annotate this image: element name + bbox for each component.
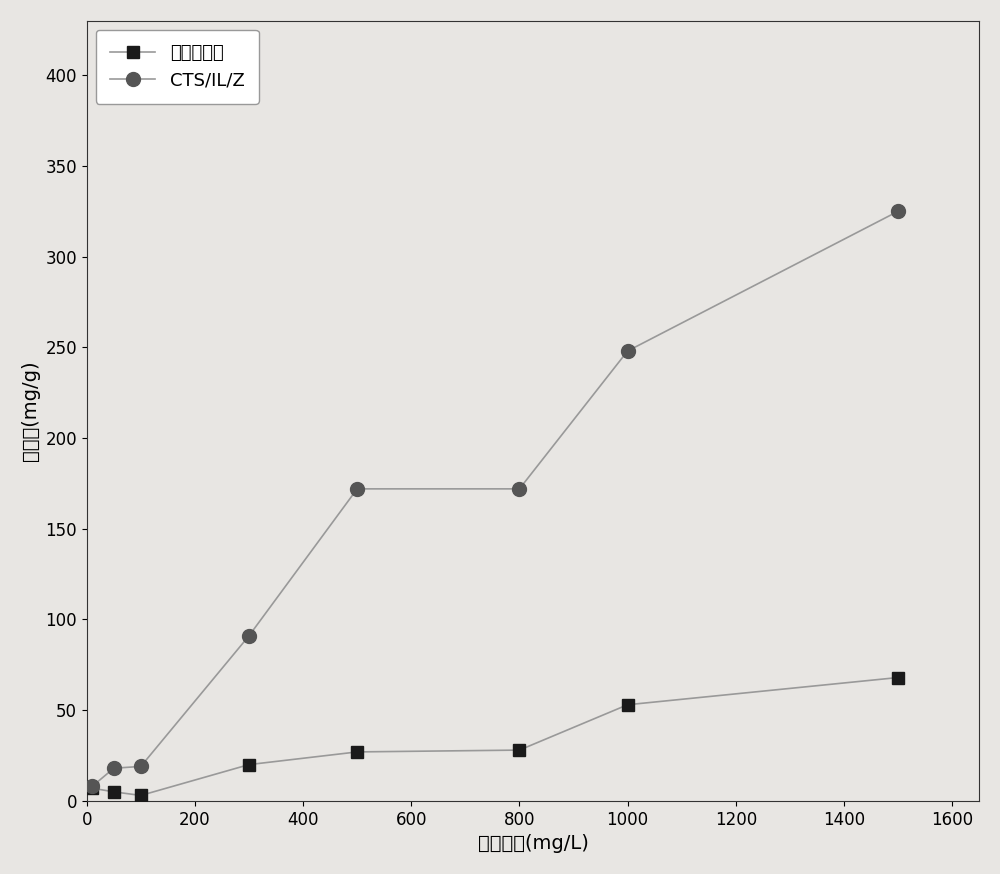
未改性沸石 xyxy=(513,745,525,755)
Line: CTS/IL/Z: CTS/IL/Z xyxy=(85,205,905,794)
未改性沸石 xyxy=(135,790,147,801)
未改性沸石 xyxy=(243,760,255,770)
CTS/IL/Z xyxy=(892,206,904,217)
CTS/IL/Z xyxy=(108,763,120,773)
未改性沸石 xyxy=(86,783,98,794)
Y-axis label: 吸附量(mg/g): 吸附量(mg/g) xyxy=(21,361,40,461)
Legend: 未改性沸石, CTS/IL/Z: 未改性沸石, CTS/IL/Z xyxy=(96,30,259,104)
未改性沸石 xyxy=(351,746,363,757)
未改性沸石 xyxy=(892,672,904,683)
CTS/IL/Z xyxy=(243,630,255,641)
未改性沸石 xyxy=(108,787,120,797)
CTS/IL/Z xyxy=(86,781,98,792)
CTS/IL/Z xyxy=(622,346,634,357)
CTS/IL/Z xyxy=(135,761,147,772)
Line: 未改性沸石: 未改性沸石 xyxy=(86,671,904,801)
未改性沸石 xyxy=(622,699,634,710)
CTS/IL/Z xyxy=(513,483,525,494)
CTS/IL/Z xyxy=(351,483,363,494)
X-axis label: 初始浓度(mg/L): 初始浓度(mg/L) xyxy=(478,834,588,853)
